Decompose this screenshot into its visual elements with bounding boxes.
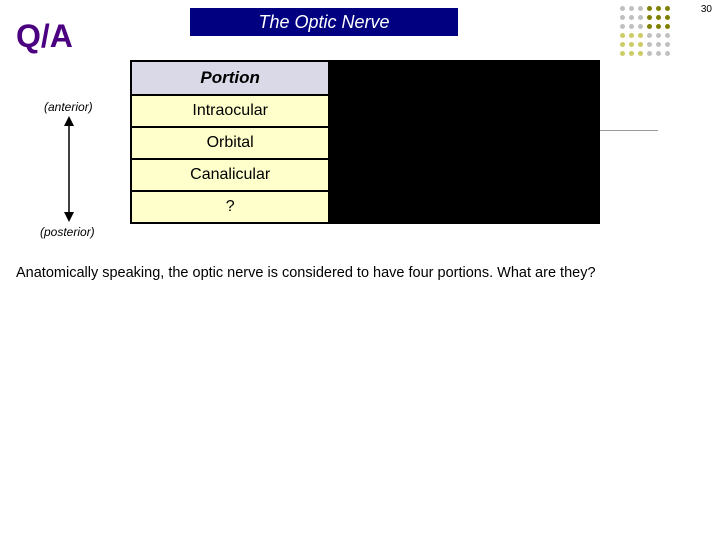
qa-label: Q/A: [16, 18, 73, 55]
portions-table: Portion Intraocular Orbital Canalicular …: [130, 60, 600, 224]
title-bar: The Optic Nerve: [190, 8, 458, 36]
table-row: Intraocular: [132, 96, 598, 128]
double-arrow-icon: [62, 116, 76, 222]
question-text: Anatomically speaking, the optic nerve i…: [16, 265, 596, 281]
table-header-portion: Portion: [132, 62, 330, 94]
answer-mask: [330, 160, 598, 190]
table-header-row: Portion: [132, 62, 598, 96]
answer-mask: [330, 128, 598, 158]
portion-cell: ?: [132, 192, 330, 222]
portion-cell: Intraocular: [132, 96, 330, 126]
table-header-mask: [330, 62, 598, 94]
answer-mask: [330, 96, 598, 126]
portion-cell: Orbital: [132, 128, 330, 158]
portion-cell: Canalicular: [132, 160, 330, 190]
slide-number: 30: [701, 4, 712, 15]
dots-decoration: [620, 6, 692, 78]
slide-title: The Optic Nerve: [258, 12, 389, 33]
answer-mask: [330, 192, 598, 222]
table-row: Canalicular: [132, 160, 598, 192]
posterior-label: (posterior): [40, 225, 95, 239]
anterior-label: (anterior): [44, 100, 93, 114]
table-row: ?: [132, 192, 598, 222]
table-row: Orbital: [132, 128, 598, 160]
